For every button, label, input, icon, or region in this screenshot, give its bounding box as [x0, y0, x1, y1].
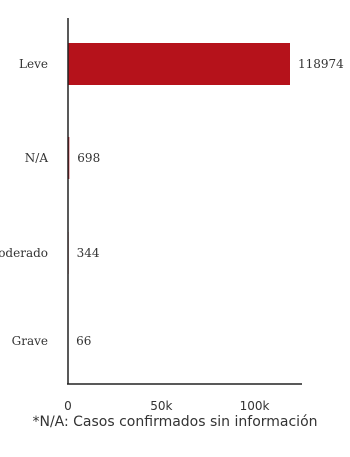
data-label-0: 118974 [298, 57, 344, 71]
category-label-0: Leve [19, 57, 48, 71]
data-label-1: 698 [77, 151, 100, 165]
chart-footnote: *N/A: Casos confirmados sin información [32, 414, 318, 430]
category-label-2: Moderado [0, 246, 48, 260]
x-tick-label-1: 50k [150, 399, 172, 413]
data-label-2: 344 [77, 246, 100, 260]
x-tick-label-2: 100k [240, 399, 270, 413]
category-label-1: N/A [25, 151, 49, 165]
x-tick-label-0: 0 [64, 399, 72, 413]
bar-0 [68, 43, 290, 85]
category-label-3: Grave [12, 334, 48, 348]
data-label-3: 66 [76, 334, 91, 348]
